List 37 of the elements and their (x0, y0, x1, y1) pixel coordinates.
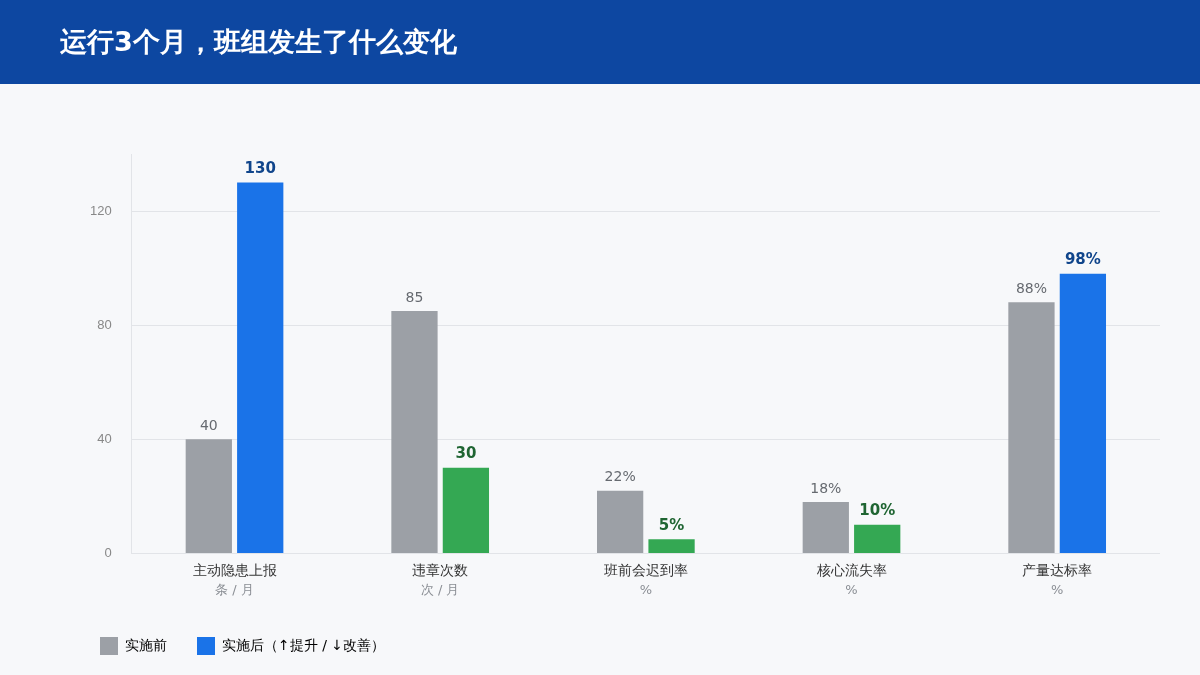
text: 次 / 月 (420, 582, 460, 598)
y-tick-label: 80 (97, 316, 112, 332)
data-label: 85 (405, 288, 424, 305)
x-tick-label: 主动隐患上报 (192, 562, 277, 579)
x-tick-label: 核心流失率 (815, 562, 887, 579)
bar (1008, 302, 1055, 553)
bar (185, 439, 232, 553)
bar (442, 467, 490, 553)
text: % (1050, 582, 1064, 598)
y-tick-label: 0 (104, 544, 112, 560)
data-label: 10% (859, 501, 896, 520)
data-label: 98% (1064, 250, 1101, 269)
x-tick-label: 班前会迟到率 (603, 562, 688, 579)
data-label: 40 (199, 416, 218, 433)
y-tick-label: 40 (97, 430, 112, 446)
x-tick-label: 产量达标率 (1022, 562, 1093, 579)
text: % (845, 582, 858, 598)
data-label: 22% (604, 468, 636, 485)
data-label: 18% (810, 479, 842, 496)
text: 条 / 月 (215, 582, 254, 598)
bar (237, 182, 284, 553)
bar (802, 502, 849, 553)
text: % (639, 582, 653, 598)
bar (854, 524, 901, 553)
legend-label: 实施后（↑提升 / ↓改善） (222, 636, 386, 653)
chart-title: 运行3个月，班组发生了什么变化 (0, 0, 1200, 84)
bar (1059, 273, 1107, 553)
bar (597, 490, 644, 553)
bar (648, 539, 695, 553)
legend-label: 实施前 (125, 636, 167, 653)
data-label: 5% (658, 515, 685, 534)
data-label: 130 (244, 158, 276, 177)
data-label: 88% (1015, 279, 1048, 296)
x-tick-label: 违章次数 (412, 562, 469, 579)
data-label: 30 (455, 444, 477, 463)
y-tick-label: 120 (89, 202, 112, 218)
bar (391, 310, 438, 553)
